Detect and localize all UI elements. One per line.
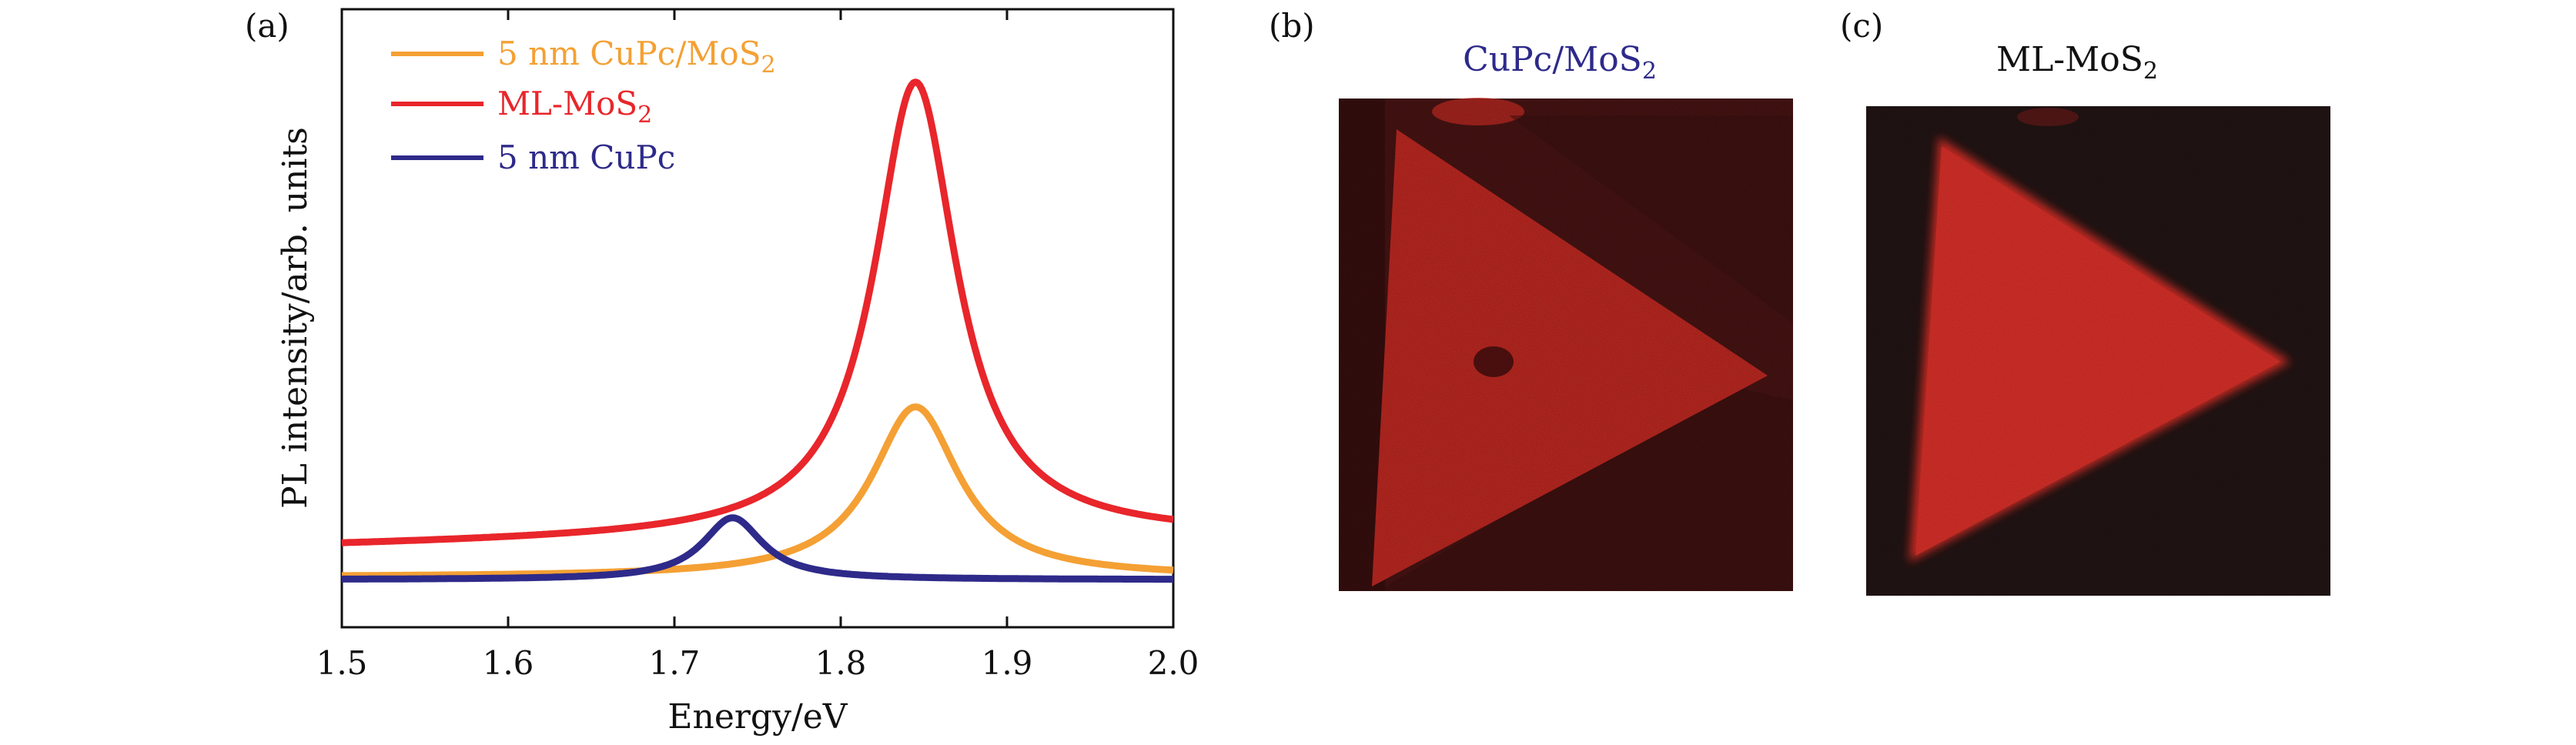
plot-area-frame xyxy=(340,8,1175,629)
panel-a-label: (a) xyxy=(245,7,289,45)
panel-b: (b) CuPc/MoS2 xyxy=(1269,7,1793,591)
legend-label-ml-mos2: ML-MoS2 xyxy=(497,85,652,129)
panel-c-label: (c) xyxy=(1840,7,1883,45)
series-line-ml-mos2 xyxy=(340,79,1175,546)
legend-item-cupc-mos2: 5 nm CuPc/MoS2 xyxy=(391,35,776,79)
x-tick-label: 1.7 xyxy=(649,644,701,682)
series-line-cupc xyxy=(340,514,1175,583)
y-axis-label: PL intensity/arb. units xyxy=(276,127,315,509)
x-tick-label: 1.6 xyxy=(483,644,534,682)
legend-item-cupc: 5 nm CuPc xyxy=(391,139,675,176)
legend-item-ml-mos2: ML-MoS2 xyxy=(391,85,652,129)
x-axis-ticks: 1.5 1.6 1.7 1.8 1.9 2.0 xyxy=(316,9,1199,682)
panel-c: (c) ML-MoS2 xyxy=(1840,7,2330,596)
pl-map-ml-mos2 xyxy=(1866,106,2330,596)
x-axis-label: Energy/eV xyxy=(667,697,848,737)
legend-label-cupc-mos2: 5 nm CuPc/MoS2 xyxy=(497,35,776,79)
legend-label-cupc: 5 nm CuPc xyxy=(497,139,675,176)
x-tick-label: 1.8 xyxy=(815,644,867,682)
panel-c-title: ML-MoS2 xyxy=(1996,40,2158,85)
x-tick-label: 1.5 xyxy=(316,644,368,682)
x-tick-label: 1.9 xyxy=(982,644,1033,682)
panel-b-label: (b) xyxy=(1269,7,1315,45)
pl-map-cupc-mos2 xyxy=(1339,98,1793,591)
plot-lines xyxy=(340,79,1175,583)
legend: 5 nm CuPc/MoS2 ML-MoS2 5 nm CuPc xyxy=(391,35,776,176)
panel-a: (a) 1.5 1.6 1.7 1.8 1.9 2.0 Energy/eV PL inte… xyxy=(245,7,1199,737)
series-line-cupc-mos2 xyxy=(340,403,1175,580)
x-tick-label: 2.0 xyxy=(1148,644,1199,682)
panel-b-title: CuPc/MoS2 xyxy=(1463,40,1657,85)
